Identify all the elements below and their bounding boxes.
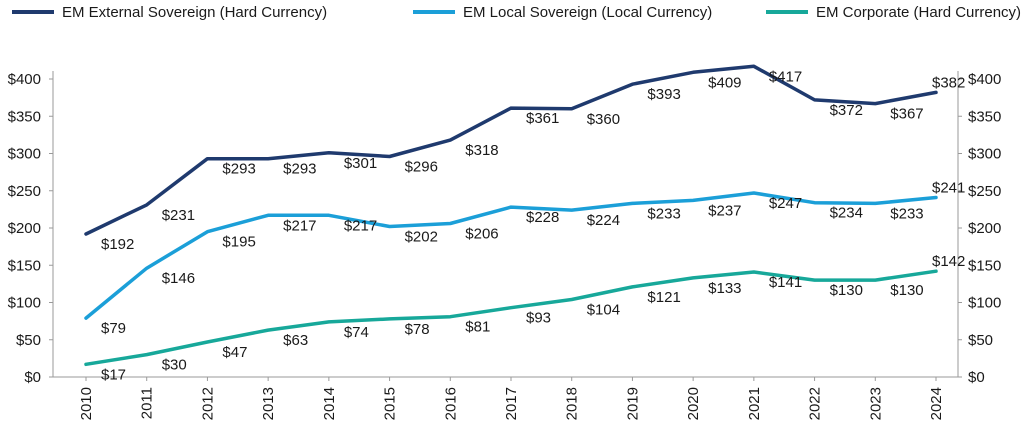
- data-label: $47: [222, 344, 247, 361]
- data-label: $231: [162, 207, 195, 224]
- series-line: [84, 269, 938, 367]
- x-tick-label: 2012: [199, 387, 216, 420]
- data-label: $318: [465, 142, 498, 159]
- x-tick-label: 2021: [746, 387, 763, 420]
- data-label: $217: [283, 217, 316, 234]
- data-label: $121: [647, 289, 680, 306]
- data-label: $367: [890, 106, 923, 123]
- x-tick-label: 2013: [260, 387, 277, 420]
- data-label: $247: [769, 195, 802, 212]
- data-label: $361: [526, 110, 559, 127]
- series-line: [84, 191, 938, 320]
- data-label: $146: [162, 270, 195, 287]
- data-label: $293: [222, 161, 255, 178]
- data-label: $393: [647, 86, 680, 103]
- data-label: $217: [344, 217, 377, 234]
- x-tick-label: 2024: [928, 387, 945, 420]
- x-tick-label: 2016: [442, 387, 459, 420]
- data-label: $233: [647, 205, 680, 222]
- data-label: $63: [283, 332, 308, 349]
- legend-item: EM External Sovereign (Hard Currency): [12, 4, 327, 21]
- data-label: $360: [587, 111, 620, 128]
- data-label: $241: [932, 179, 965, 196]
- y-tick-label-right: $400: [968, 71, 1001, 88]
- x-tick-label: 2010: [78, 387, 95, 420]
- data-label: $228: [526, 209, 559, 226]
- y-tick-label-right: $100: [968, 295, 1001, 312]
- legend-label: EM External Sovereign (Hard Currency): [62, 4, 327, 21]
- data-label: $192: [101, 236, 134, 253]
- x-tick-label: 2019: [624, 387, 641, 420]
- legend-label: EM Local Sovereign (Local Currency): [463, 4, 712, 21]
- axes: $0 $0$50 $50$100 $100$150 $150$200 $200$250 $2…: [8, 71, 1001, 420]
- data-label: $130: [890, 282, 923, 299]
- data-label: $202: [405, 229, 438, 246]
- data-label: $409: [708, 74, 741, 91]
- data-label: $372: [830, 102, 863, 119]
- data-label: $74: [344, 324, 369, 341]
- data-label: $206: [465, 226, 498, 243]
- y-tick-label-left: $250: [8, 183, 41, 200]
- y-tick-label-left: $50: [16, 332, 41, 349]
- y-tick-label-right: $0: [968, 369, 985, 386]
- data-label: $78: [405, 321, 430, 338]
- x-tick-label: 2011: [139, 387, 156, 419]
- y-tick-label-left: $300: [8, 146, 41, 163]
- data-label: $382: [932, 74, 965, 91]
- data-label: $296: [405, 158, 438, 175]
- y-tick-label-left: $400: [8, 71, 41, 88]
- series-lines: [84, 64, 938, 367]
- data-label: $195: [222, 234, 255, 251]
- x-tick-label: 2022: [807, 387, 824, 420]
- x-tick-label: 2017: [503, 387, 520, 420]
- data-label: $93: [526, 310, 551, 327]
- y-tick-label-left: $0: [24, 369, 41, 386]
- data-label: $141: [769, 274, 802, 291]
- x-tick-label: 2014: [321, 387, 338, 420]
- data-labels: $192 $231 $293 $293 $301 $296 $318 $361 $360 $393…: [101, 68, 965, 383]
- y-tick-label-right: $150: [968, 257, 1001, 274]
- x-tick-label: 2023: [867, 387, 884, 420]
- data-label: $133: [708, 280, 741, 297]
- data-label: $17: [101, 366, 126, 383]
- x-tick-label: 2020: [685, 387, 702, 420]
- legend-label: EM Corporate (Hard Currency): [816, 4, 1021, 21]
- legend-item: EM Local Sovereign (Local Currency): [413, 4, 712, 21]
- data-label: $233: [890, 205, 923, 222]
- data-label: $234: [830, 205, 863, 222]
- data-label: $293: [283, 161, 316, 178]
- y-tick-label-right: $300: [968, 146, 1001, 163]
- data-label: $130: [830, 282, 863, 299]
- data-label: $30: [162, 357, 187, 374]
- data-label: $237: [708, 202, 741, 219]
- legend-item: EM Corporate (Hard Currency): [766, 4, 1021, 21]
- data-label: $104: [587, 302, 620, 319]
- data-label: $142: [932, 253, 965, 270]
- y-tick-label-left: $150: [8, 257, 41, 274]
- y-tick-label-right: $200: [968, 220, 1001, 237]
- y-tick-label-left: $100: [8, 295, 41, 312]
- y-tick-label-left: $200: [8, 220, 41, 237]
- data-label: $301: [344, 155, 377, 172]
- data-label: $224: [587, 212, 620, 229]
- y-tick-label-right: $250: [968, 183, 1001, 200]
- data-label: $417: [769, 68, 802, 85]
- y-tick-label-right: $350: [968, 108, 1001, 125]
- y-tick-label-left: $350: [8, 108, 41, 125]
- legend: EM External Sovereign (Hard Currency) EM …: [12, 4, 1021, 21]
- x-tick-label: 2018: [564, 387, 581, 420]
- y-tick-label-right: $50: [968, 332, 993, 349]
- x-tick-label: 2015: [382, 387, 399, 420]
- series-line: [84, 64, 938, 236]
- data-label: $79: [101, 320, 126, 337]
- data-label: $81: [465, 319, 490, 336]
